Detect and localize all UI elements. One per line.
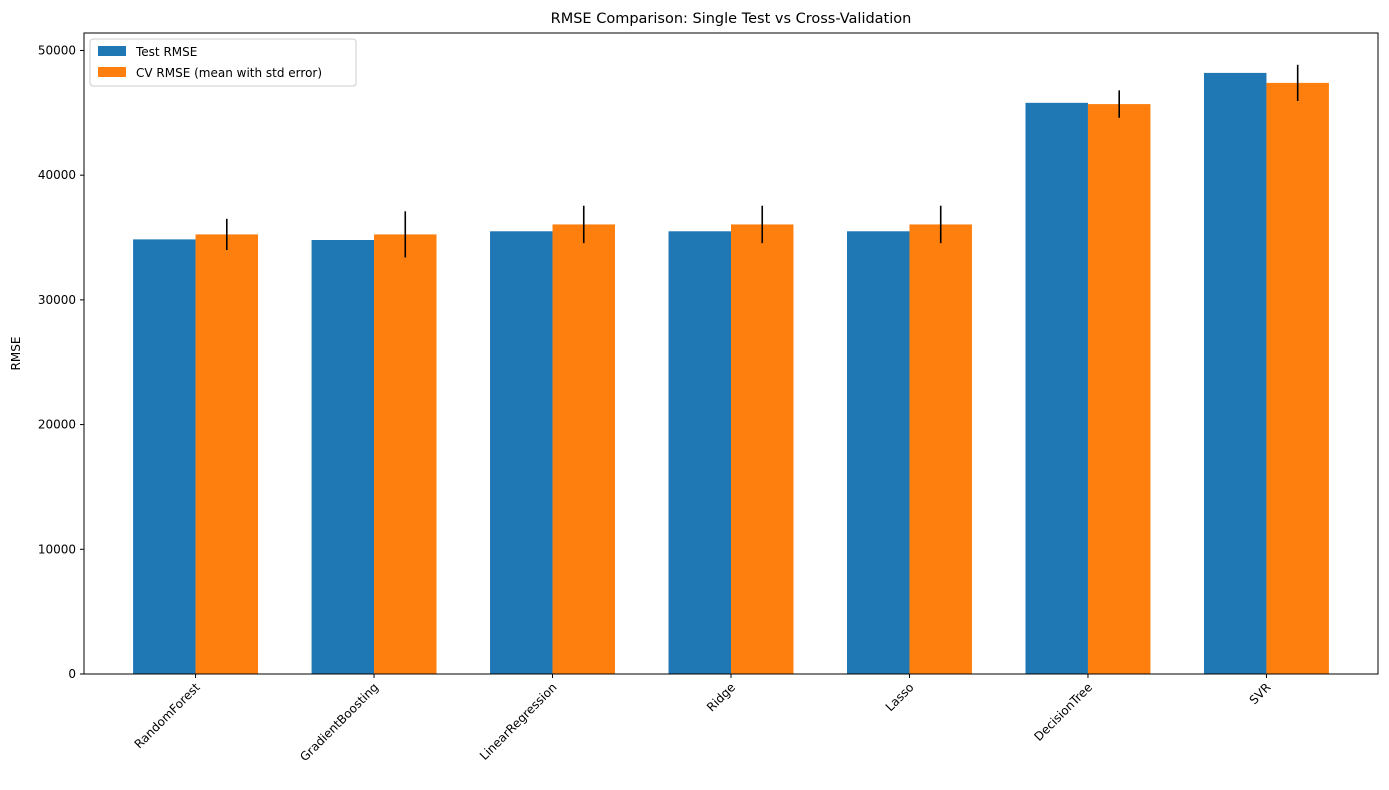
- bar-series-0-randomforest: [133, 239, 196, 674]
- bar-series-0-ridge: [668, 231, 731, 674]
- bar-series-0-lasso: [847, 231, 910, 674]
- bar-series-1-decisiontree: [1087, 104, 1151, 674]
- legend-swatch-0: [98, 46, 126, 56]
- legend-box: [89, 38, 357, 87]
- y-tick-label: 30000: [38, 293, 76, 307]
- bar-series-0-gradientboosting: [311, 240, 375, 674]
- bar-series-0-svr: [1203, 72, 1267, 674]
- bar-series-1-svr: [1266, 82, 1329, 674]
- y-tick-label: 0: [68, 667, 76, 681]
- y-tick-label: 50000: [38, 43, 76, 57]
- legend-swatch-1: [98, 67, 126, 77]
- chart-title: RMSE Comparison: Single Test vs Cross-Va…: [551, 11, 912, 27]
- bar-series-0-decisiontree: [1025, 102, 1088, 675]
- error-bars-layer: [225, 64, 1299, 258]
- bars-layer: [133, 72, 1329, 675]
- bar-series-1-randomforest: [195, 234, 259, 675]
- bar-series-1-linearregression: [552, 224, 615, 674]
- y-tick-label: 20000: [38, 418, 76, 432]
- legend-label-1: CV RMSE (mean with std error): [136, 66, 322, 80]
- legend: Test RMSE CV RMSE (mean with std error): [89, 38, 357, 87]
- bar-series-1-ridge: [731, 224, 794, 674]
- bar-series-0-linearregression: [490, 231, 553, 674]
- y-axis-label: RMSE: [9, 337, 23, 371]
- y-tick-label: 10000: [38, 542, 76, 556]
- bar-series-1-lasso: [909, 224, 972, 674]
- legend-label-0: Test RMSE: [135, 45, 197, 59]
- y-tick-label: 40000: [38, 168, 76, 182]
- bar-series-1-gradientboosting: [374, 234, 437, 675]
